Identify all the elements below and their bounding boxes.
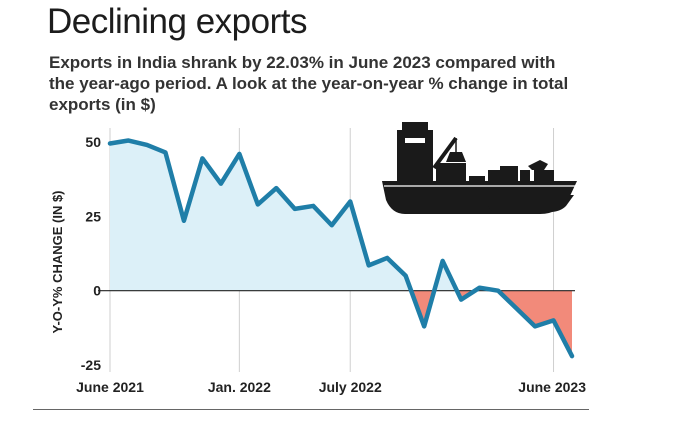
crane-load [446,152,466,162]
y-tick-label-2: 0 [93,283,101,299]
bottom-divider [33,409,589,410]
x-tick-label-2: July 2022 [319,379,382,395]
cargo-ship-icon [382,122,577,214]
container-3 [488,170,510,181]
ship-bridge-top [402,122,428,132]
small-boat-cabin-2 [520,170,530,181]
negative-area [110,290,572,357]
x-tick-label-3: June 2023 [518,379,586,395]
bridge-window [405,138,425,143]
container-1 [436,163,466,181]
y-axis-label: Y-O-Y% CHANGE (IN $) [50,190,65,333]
small-boat-deck [534,170,554,181]
y-tick-label-0: 50 [85,134,101,150]
data-line [107,138,575,359]
x-axis-ticks: June 2021 Jan. 2022 July 2022 June 2023 [76,379,586,395]
chart-title: Declining exports [47,2,307,41]
small-boat-cabin [500,166,518,181]
y-tick-label-3: -25 [81,357,101,373]
ship-bridge [397,130,433,181]
small-boat-mast [528,160,548,170]
x-tick-label-0: June 2021 [76,379,144,395]
chart-subtitle: Exports in India shrank by 22.03% in Jun… [49,53,569,114]
y-tick-label-1: 25 [85,208,101,224]
container-2 [469,176,485,181]
series-line [107,138,575,359]
y-axis-ticks: 50 25 0 -25 [81,134,101,373]
small-boat-hull [486,195,574,212]
x-tick-label-1: Jan. 2022 [208,379,271,395]
